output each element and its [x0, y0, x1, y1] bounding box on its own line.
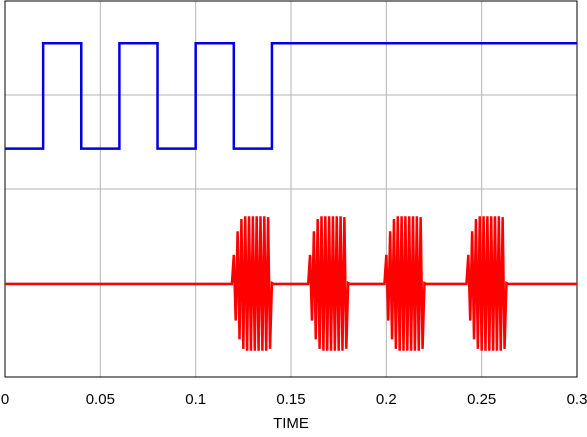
x-tick-label: 0.1 — [185, 391, 206, 408]
plot-frame — [4, 0, 578, 378]
x-tick-label: 0.05 — [86, 391, 115, 408]
x-tick-label: 0.2 — [376, 391, 397, 408]
x-tick-label: 0 — [1, 391, 9, 408]
series-line — [5, 42, 577, 150]
x-tick-label: 0.3 — [567, 391, 587, 408]
series-line — [5, 216, 577, 351]
x-axis-label: TIME — [273, 415, 309, 432]
x-tick-label: 0.25 — [467, 391, 496, 408]
x-tick-label: 0.15 — [276, 391, 305, 408]
